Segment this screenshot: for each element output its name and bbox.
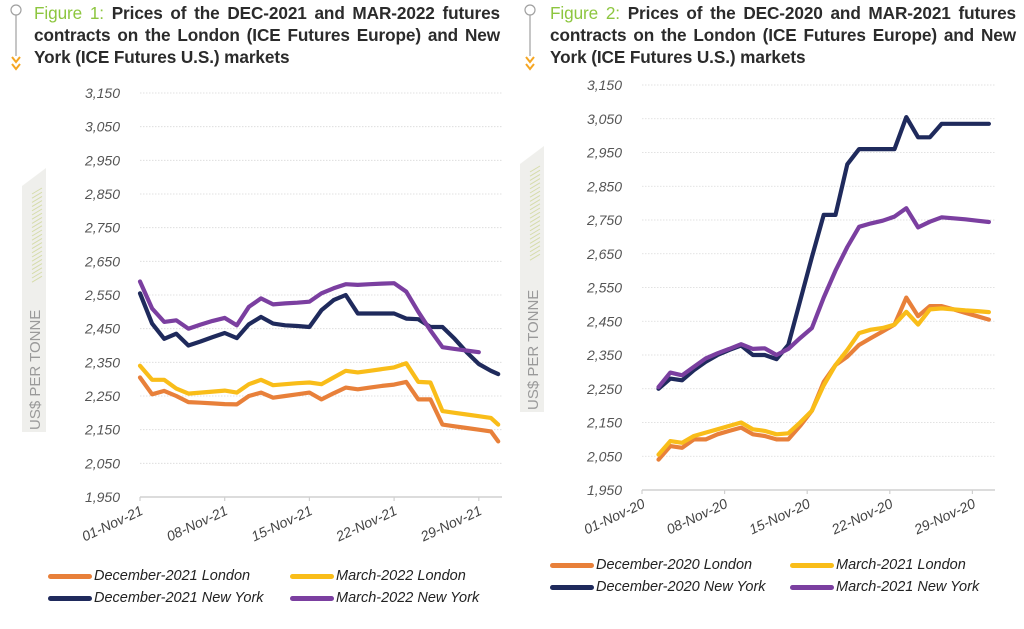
figure-1: Figure 1: Prices of the DEC-2021 and MAR… (10, 2, 502, 606)
x-tick-label: 01-Nov-20 (581, 495, 647, 537)
legend-item: December-2021 New York (48, 590, 264, 606)
timeline-decoration-icon (10, 4, 22, 71)
y-tick-label: 3,050 (587, 111, 622, 127)
x-tick-label: 01-Nov-21 (79, 502, 145, 544)
series-line-december-2020-london (656, 295, 991, 462)
legend-label: December-2020 London (596, 557, 753, 573)
legend-label: December-2021 London (94, 568, 251, 584)
legend-item: December-2021 London (48, 568, 250, 584)
y-tick-label: 2,150 (84, 422, 120, 438)
y-axis-title-panel: US$ PER TONNE (520, 146, 544, 412)
y-tick-label: 2,250 (586, 381, 622, 397)
hatch-pattern-icon (529, 165, 541, 261)
x-tick-label: 29-Nov-21 (417, 502, 484, 545)
y-tick-label: 2,950 (586, 145, 622, 161)
y-tick-label: 2,050 (84, 455, 120, 471)
figure-label: Figure 2: (550, 3, 620, 23)
legend-swatch (790, 584, 834, 590)
hatch-pattern-icon (31, 187, 43, 283)
legend-swatch (48, 573, 92, 579)
legend-label: December-2021 New York (94, 590, 264, 606)
series-line-december-2021-new-york (137, 291, 501, 377)
y-tick-label: 2,150 (586, 415, 622, 431)
x-tick-label: 08-Nov-21 (164, 502, 230, 544)
figure-title-text: Prices of the DEC-2021 and MAR-2022 futu… (34, 3, 500, 67)
legend-item: March-2021 New York (790, 579, 979, 595)
series-line-december-2021-london (137, 375, 501, 444)
y-tick-label: 2,950 (84, 152, 120, 168)
figure-title-text: Prices of the DEC-2020 and MAR-2021 futu… (550, 3, 1016, 67)
legend-item: December-2020 New York (550, 579, 766, 595)
legend-item: March-2021 London (790, 557, 966, 573)
y-axis-title: US$ PER TONNE (27, 310, 44, 430)
series-line-march-2022-london (137, 361, 501, 427)
x-tick-label: 22-Nov-21 (332, 502, 399, 545)
line-chart: US$ PER TONNE 3,150 3,050 2,950 2,850 2,750 2,… (520, 77, 995, 538)
y-tick-label: 2,650 (586, 246, 622, 262)
y-tick-label: 2,250 (84, 388, 120, 404)
legend-item: March-2022 New York (290, 590, 479, 606)
y-tick-label: 2,750 (84, 220, 120, 236)
legend-label: March-2022 London (336, 568, 466, 584)
figure-label: Figure 1: (34, 3, 104, 23)
y-tick-label: 3,150 (85, 85, 120, 101)
x-tick-label: 15-Nov-21 (249, 502, 315, 544)
x-tick-label: 29-Nov-20 (911, 495, 978, 538)
y-tick-label: 2,350 (586, 347, 622, 363)
y-tick-label: 2,450 (586, 313, 622, 329)
legend-item: December-2020 London (550, 557, 752, 573)
series-line-march-2021-new-york (656, 206, 991, 390)
y-tick-label: 2,750 (586, 212, 622, 228)
series-line-march-2021-london (656, 306, 991, 457)
legend-swatch (290, 573, 334, 579)
legend-label: March-2021 New York (836, 579, 980, 595)
y-axis-panel-background (22, 168, 46, 432)
figure-title: Figure 1: Prices of the DEC-2021 and MAR… (34, 2, 500, 68)
y-tick-label: 3,050 (85, 119, 120, 135)
y-axis-title: US$ PER TONNE (525, 290, 542, 410)
y-axis-title-panel: US$ PER TONNE (22, 168, 46, 432)
legend-label: March-2021 London (836, 557, 966, 573)
legend-label: December-2020 New York (596, 579, 766, 595)
y-tick-label: 2,350 (84, 354, 120, 370)
x-tick-label: 15-Nov-20 (746, 495, 812, 537)
series-line-march-2022-new-york (137, 279, 481, 355)
legend-swatch (550, 584, 594, 590)
y-tick-label: 2,850 (586, 178, 622, 194)
legend-swatch (48, 595, 92, 601)
y-tick-label: 2,550 (84, 287, 120, 303)
line-chart: US$ PER TONNE 3,150 3,050 2,950 2,850 2,750 2,… (22, 85, 502, 545)
figure-2: Figure 2: Prices of the DEC-2020 and MAR… (512, 0, 1024, 629)
figure-title: Figure 2: Prices of the DEC-2020 and MAR… (550, 2, 1016, 68)
legend-swatch (290, 595, 334, 601)
y-tick-label: 2,450 (84, 321, 120, 337)
y-tick-label: 1,950 (85, 489, 120, 505)
x-tick-label: 22-Nov-20 (828, 495, 895, 538)
y-tick-label: 2,550 (586, 280, 622, 296)
y-tick-label: 2,850 (84, 186, 120, 202)
legend-item: March-2022 London (290, 568, 466, 584)
y-axis-panel-background (520, 146, 544, 412)
y-tick-label: 2,650 (84, 253, 120, 269)
timeline-decoration-icon (524, 4, 536, 71)
y-tick-label: 1,950 (587, 482, 622, 498)
legend-label: March-2022 New York (336, 590, 480, 606)
legend-swatch (550, 562, 594, 568)
y-tick-label: 3,150 (587, 77, 622, 93)
y-tick-label: 2,050 (586, 448, 622, 464)
series-line-december-2020-new-york (656, 114, 991, 391)
legend-swatch (790, 562, 834, 568)
x-tick-label: 08-Nov-20 (664, 495, 730, 537)
